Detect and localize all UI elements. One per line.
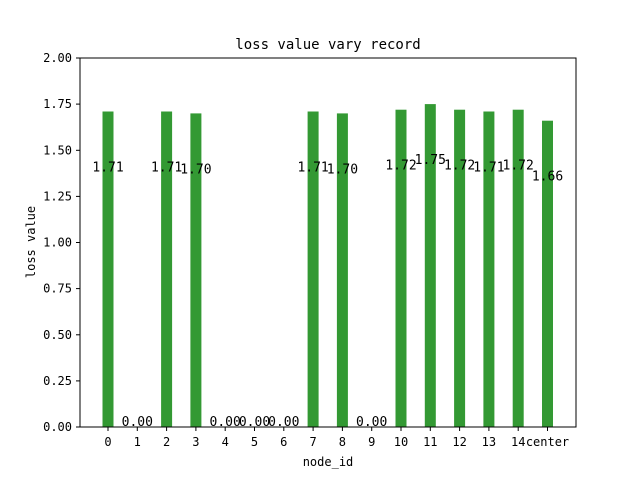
bar-8 xyxy=(336,113,348,428)
bar-center xyxy=(542,120,553,427)
x-tick-label-7: 7 xyxy=(309,435,316,449)
y-tick-label-0.75: 0.75 xyxy=(43,282,72,296)
data-labels-group: 1.710.001.711.700.000.000.001.711.700.00… xyxy=(92,153,563,430)
x-tick-label-4: 4 xyxy=(222,435,229,449)
data-label-3: 1.70 xyxy=(180,162,211,177)
y-tick-label-0.25: 0.25 xyxy=(43,374,72,388)
y-tick-label-1.75: 1.75 xyxy=(43,97,72,111)
bar-2 xyxy=(161,111,173,427)
x-tick-label-0: 0 xyxy=(104,435,111,449)
x-axis-label: node_id xyxy=(303,455,354,469)
data-label-center: 1.66 xyxy=(532,170,563,185)
data-label-12: 1.72 xyxy=(444,159,475,174)
y-tick-label-2.00: 2.00 xyxy=(43,51,72,65)
y-tick-label-1.00: 1.00 xyxy=(43,236,72,250)
x-tick-label-9: 9 xyxy=(368,435,375,449)
data-label-13: 1.71 xyxy=(473,161,504,176)
y-axis-label: loss value xyxy=(24,206,38,278)
y-tick-label-0.00: 0.00 xyxy=(43,420,72,434)
y-tick-label-0.50: 0.50 xyxy=(43,328,72,342)
x-tick-label-13: 13 xyxy=(482,435,496,449)
data-label-11: 1.75 xyxy=(415,153,446,168)
bar-7 xyxy=(307,111,319,427)
bar-11 xyxy=(424,104,436,427)
x-tick-label-2: 2 xyxy=(163,435,170,449)
data-label-5: 0.00 xyxy=(239,415,270,430)
x-tick-label-5: 5 xyxy=(251,435,258,449)
bar-10 xyxy=(395,109,407,427)
data-label-9: 0.00 xyxy=(356,415,387,430)
x-tick-label-center: center xyxy=(526,435,569,449)
data-label-14: 1.72 xyxy=(503,159,534,174)
x-tick-label-1: 1 xyxy=(134,435,141,449)
data-label-4: 0.00 xyxy=(210,415,241,430)
bar-3 xyxy=(190,113,202,428)
data-label-1: 0.00 xyxy=(122,415,153,430)
y-tick-label-1.25: 1.25 xyxy=(43,189,72,203)
bar-13 xyxy=(483,111,495,427)
data-label-10: 1.72 xyxy=(385,159,416,174)
chart-title: loss value vary record xyxy=(235,37,420,53)
x-tick-label-10: 10 xyxy=(394,435,408,449)
x-tick-label-14: 14 xyxy=(511,435,525,449)
bar-14 xyxy=(512,109,524,427)
x-axis: 0 1 2 3 4 5 6 7 8 9 10 11 12 13 14 center xyxy=(104,427,569,449)
data-label-2: 1.71 xyxy=(151,161,182,176)
x-tick-label-11: 11 xyxy=(423,435,437,449)
data-label-6: 0.00 xyxy=(268,415,299,430)
data-label-7: 1.71 xyxy=(297,161,328,176)
plot-area xyxy=(80,58,576,427)
x-tick-label-3: 3 xyxy=(192,435,199,449)
bar-0 xyxy=(102,111,114,427)
bar-12 xyxy=(454,109,466,427)
data-label-0: 1.71 xyxy=(92,161,123,176)
x-tick-label-6: 6 xyxy=(280,435,287,449)
bars-group xyxy=(102,104,553,428)
y-tick-label-1.50: 1.50 xyxy=(43,143,72,157)
data-label-8: 1.70 xyxy=(327,162,358,177)
y-axis: 0.00 0.25 0.50 0.75 1.00 1.25 1.50 1.75 2.00 xyxy=(43,51,80,434)
x-tick-label-8: 8 xyxy=(339,435,346,449)
x-tick-label-12: 12 xyxy=(452,435,466,449)
